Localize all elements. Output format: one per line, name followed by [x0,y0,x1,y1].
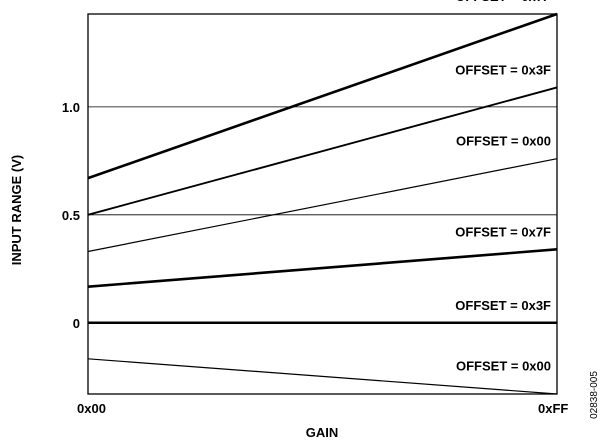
x-tick-label-end: 0xFF [538,401,568,416]
series-labels: OFFSET = 0x7F OFFSET = 0x3F OFFSET = 0x00 O… [455,0,551,373]
series-line-5 [87,358,558,395]
series-line-0 [87,12,558,180]
series-label-4: OFFSET = 0x3F [455,298,551,313]
x-axis-title: GAIN [306,425,339,440]
y-tick-label-1: 0.5 [62,208,80,223]
y-tick-label-0: 0 [73,316,80,331]
series-label-0: OFFSET = 0x7F [455,0,551,4]
y-axis-title: INPUT RANGE (V) [9,155,24,266]
x-tick-label-start: 0x00 [77,401,106,416]
gridlines [88,106,557,216]
series-label-5: OFFSET = 0x00 [456,358,551,373]
series-label-2: OFFSET = 0x00 [456,134,551,149]
series-line-2 [87,158,558,253]
figure-id: 02838-005 [589,371,600,419]
plot-frame [87,13,558,395]
series-line-3 [87,248,558,288]
y-tick-labels: 0 0.5 1.0 [62,100,80,331]
series-label-1: OFFSET = 0x3F [455,62,551,77]
series-label-3: OFFSET = 0x7F [455,224,551,239]
series-lines [87,12,558,395]
series-line-1 [87,86,558,216]
y-tick-label-2: 1.0 [62,100,80,115]
